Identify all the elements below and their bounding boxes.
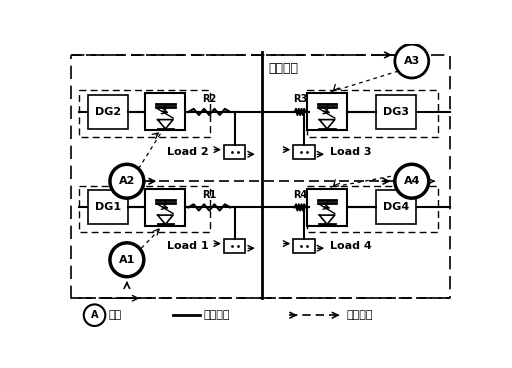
Bar (145, 189, 185, 226)
Text: A2: A2 (119, 176, 135, 186)
Circle shape (110, 243, 144, 277)
Text: R1: R1 (202, 190, 217, 200)
Text: A: A (91, 310, 98, 320)
Circle shape (395, 164, 429, 198)
Text: 直流母线: 直流母线 (269, 62, 298, 75)
Circle shape (110, 164, 144, 198)
Text: A1: A1 (119, 255, 135, 265)
Text: 代理: 代理 (109, 310, 122, 320)
Text: Load 1: Load 1 (167, 241, 208, 251)
Bar (88, 95, 127, 129)
Bar (307, 189, 347, 226)
Bar (376, 191, 416, 224)
Bar (224, 239, 245, 253)
Bar (224, 145, 245, 159)
Bar (307, 93, 347, 130)
Text: R2: R2 (202, 94, 217, 104)
Text: A4: A4 (403, 176, 420, 186)
Bar (88, 191, 127, 224)
Text: R3: R3 (293, 94, 307, 104)
Bar (293, 239, 315, 253)
Bar (293, 145, 315, 159)
Bar (376, 95, 416, 129)
Circle shape (84, 304, 105, 326)
Bar (145, 93, 185, 130)
Text: DG3: DG3 (383, 107, 410, 117)
Text: DG1: DG1 (95, 202, 121, 212)
Text: Load 2: Load 2 (167, 147, 208, 157)
Text: DG4: DG4 (383, 202, 410, 212)
Text: R4: R4 (293, 190, 307, 200)
Text: 通信线路: 通信线路 (346, 310, 373, 320)
Text: 电力线路: 电力线路 (204, 310, 230, 320)
Circle shape (395, 44, 429, 78)
Text: DG2: DG2 (95, 107, 121, 117)
Text: Load 3: Load 3 (330, 147, 372, 157)
Text: Load 4: Load 4 (330, 241, 372, 251)
Text: A3: A3 (403, 56, 420, 66)
